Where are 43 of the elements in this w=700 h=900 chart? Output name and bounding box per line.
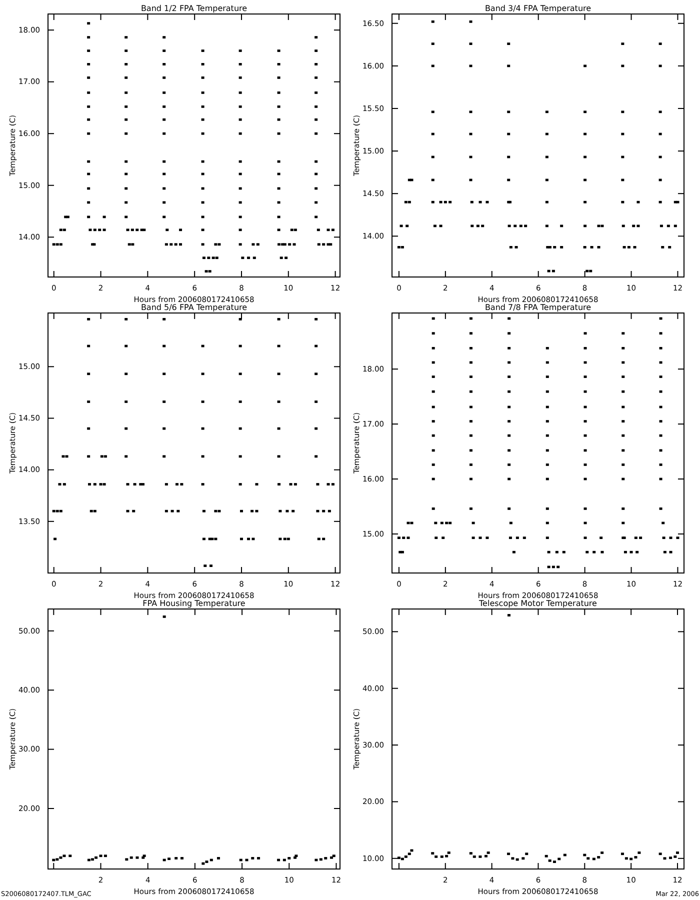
- point: [99, 854, 102, 858]
- chart-title: Telescope Motor Temperature: [478, 599, 598, 608]
- point: [56, 858, 59, 861]
- point: [586, 857, 590, 860]
- point: [620, 852, 624, 856]
- point: [548, 859, 552, 862]
- point: [658, 852, 662, 856]
- chart-title: FPA Housing Temperature: [142, 599, 246, 608]
- point: [294, 854, 298, 858]
- point: [168, 858, 171, 860]
- point: [445, 854, 448, 858]
- chart-title: Band 5/6 FPA Temperature: [140, 303, 248, 312]
- point: [624, 857, 628, 860]
- point: [319, 858, 322, 861]
- chart-title: Band 7/8 FPA Temperature: [484, 303, 592, 312]
- point: [522, 857, 525, 860]
- point: [408, 852, 411, 856]
- point: [130, 856, 133, 859]
- chart-title: Band 3/4 FPA Temperature: [484, 4, 592, 13]
- point: [68, 854, 72, 858]
- point: [544, 854, 548, 858]
- point: [59, 856, 62, 859]
- chart-title: Band 1/2 FPA Temperature: [140, 4, 248, 13]
- point: [202, 862, 205, 865]
- point: [397, 856, 400, 860]
- point: [104, 854, 107, 858]
- point: [62, 854, 66, 858]
- point: [669, 856, 672, 860]
- point: [162, 615, 166, 618]
- point: [136, 856, 139, 859]
- point: [525, 852, 528, 856]
- point: [94, 856, 98, 859]
- point: [91, 858, 94, 861]
- point: [330, 856, 334, 859]
- point: [511, 857, 514, 860]
- point: [142, 856, 145, 859]
- point: [125, 858, 128, 861]
- point: [507, 852, 510, 856]
- point: [484, 854, 488, 858]
- point: [332, 854, 336, 858]
- point: [142, 854, 146, 858]
- point: [294, 856, 297, 859]
- point: [663, 857, 666, 860]
